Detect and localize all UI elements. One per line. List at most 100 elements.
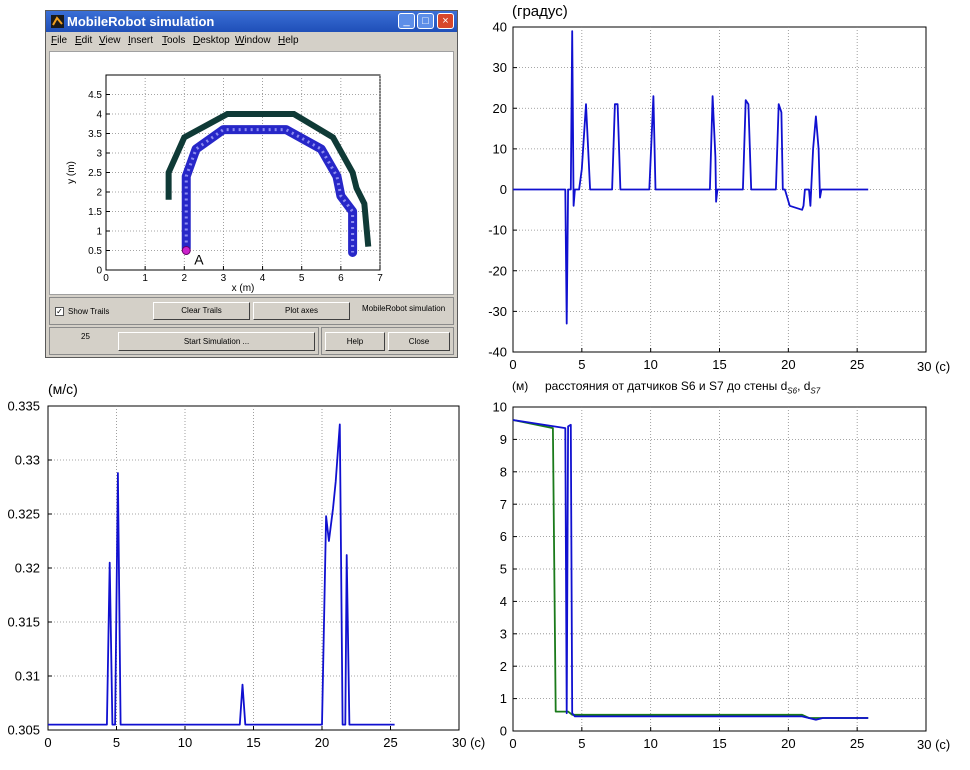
simulation-name-label: MobileRobot simulation [362,304,446,313]
clear-trails-button[interactable]: Clear Trails [153,302,250,320]
x-tick-label: 10 [178,735,192,750]
x-tick-label: 20 [781,357,795,372]
close-button[interactable]: Close [388,332,450,351]
simulation-window: MobileRobot simulation _ □ × File Edit V… [45,10,458,358]
d-s6-series-line [512,419,869,721]
y-tick-label: 0.31 [15,669,40,684]
close-icon[interactable]: × [437,13,454,29]
mu-xlabel: 30 (с) [917,359,951,374]
y-tick-label: 3 [96,149,102,160]
x-tick-label: 0 [509,736,516,751]
controls-panel-help: Help Close [321,327,454,355]
y-tick-label: 8 [500,464,507,479]
x-tick-label: 0 [103,273,109,284]
x-tick-label: 25 [850,357,864,372]
window-title: MobileRobot simulation [67,14,215,29]
plot-axes-button[interactable]: Plot axes [253,302,350,320]
y-tick-label: 2 [500,659,507,674]
y-tick-label: 0.325 [7,507,40,522]
y-tick-label: 4 [500,594,507,609]
y-tick-label: 0 [500,182,507,197]
x-tick-label: 15 [712,736,726,751]
mu-chart: 0 5 10 15 20 25 -40 -30 -20 -10 0 10 20 30 40 [488,20,927,372]
y-tick-label: 5 [500,562,507,577]
x-tick-label: 6 [338,273,344,284]
x-tick-label: 15 [712,357,726,372]
x-tick-label: 1 [142,273,148,284]
menu-view[interactable]: View [99,35,121,46]
controls-panel-start: 25 Start Simulation ... [49,327,319,355]
y-tick-label: 3 [500,626,507,641]
menu-window[interactable]: Window [235,35,271,46]
y-tick-label: -40 [488,345,507,360]
d-title: расстояния от датчиков S6 и S7 до стены … [545,379,821,396]
x-tick-label: 5 [578,357,585,372]
x-tick-label: 3 [221,273,227,284]
start-point-marker [181,246,191,255]
d-xlabel: 30 (с) [917,737,951,752]
x-tick-label: 10 [643,357,657,372]
window-titlebar[interactable]: MobileRobot simulation _ □ × [46,11,457,32]
y-tick-label: 2.5 [88,168,102,179]
y-tick-label: 0 [96,266,102,277]
maximize-icon[interactable]: □ [417,13,434,29]
y-tick-label: 1 [96,227,102,238]
y-tick-label: 1.5 [88,207,102,218]
menu-desktop[interactable]: Desktop [193,35,230,46]
y-tick-label: 0.305 [7,723,40,738]
y-tick-label: 7 [500,497,507,512]
trajectory-plot: 0 1 2 3 4 5 6 7 0 0.5 1 1.5 2 2.5 3 3.5 4 4.5 Ax (m) y (m) [66,74,383,294]
y-tick-label: 3.5 [88,129,102,140]
y-tick-label: 40 [493,20,507,35]
trajectory-ylabel: y (m) [66,161,77,184]
distance-chart: 0 5 10 15 20 25 0 1 2 3 4 5 6 7 8 9 10 [493,400,927,751]
y-tick-label: 4.5 [88,90,102,101]
show-trails-label: Show Trails [68,307,110,316]
x-tick-label: 25 [850,736,864,751]
y-tick-label: 20 [493,101,507,116]
y-tick-label: 1 [500,691,507,706]
x-tick-label: 20 [781,736,795,751]
x-tick-label: 0 [44,735,51,750]
v-avg-chart: 0 5 10 15 20 25 0.305 0.31 0.315 0.32 0.325 0.33 0.3… [7,399,460,750]
x-tick-label: 4 [260,273,266,284]
y-tick-label: 30 [493,60,507,75]
start-point-label: A [194,252,204,268]
matlab-app-icon [51,15,64,28]
mu-series-line [513,30,869,325]
y-tick-label: 4 [96,110,102,121]
menu-insert[interactable]: Insert [128,35,154,46]
y-tick-label: 0.335 [7,399,40,414]
help-button[interactable]: Help [325,332,385,351]
v-ylabel: (м/с) [48,381,78,397]
y-tick-label: 2 [96,188,102,199]
start-simulation-button[interactable]: Start Simulation ... [118,332,315,351]
y-tick-label: 10 [493,141,507,156]
wall-line [165,111,372,247]
v-xlabel: 30 (с) [452,735,486,750]
y-tick-label: 0.33 [15,453,40,468]
y-tick-label: -10 [488,223,507,238]
y-tick-label: 0.32 [15,561,40,576]
counter-value: 25 [81,332,90,341]
menu-tools[interactable]: Tools [162,35,186,46]
v-series-line [48,423,395,726]
x-tick-label: 25 [383,735,397,750]
mu-ylabel: (градус) [512,3,568,20]
y-tick-label: -20 [488,263,507,278]
x-tick-label: 5 [299,273,305,284]
minimize-icon[interactable]: _ [398,13,415,29]
y-tick-label: 0.5 [88,246,102,257]
menu-file[interactable]: File [51,35,68,46]
d-ylabel: (м) [512,379,529,393]
menu-help[interactable]: Help [278,35,299,46]
y-tick-label: -30 [488,304,507,319]
show-trails-checkbox[interactable]: ✓ [55,307,64,316]
y-tick-label: 10 [493,400,507,415]
y-tick-label: 9 [500,432,507,447]
x-tick-label: 2 [182,273,188,284]
menu-edit[interactable]: Edit [75,35,93,46]
y-tick-label: 0 [500,724,507,739]
x-tick-label: 10 [643,736,657,751]
